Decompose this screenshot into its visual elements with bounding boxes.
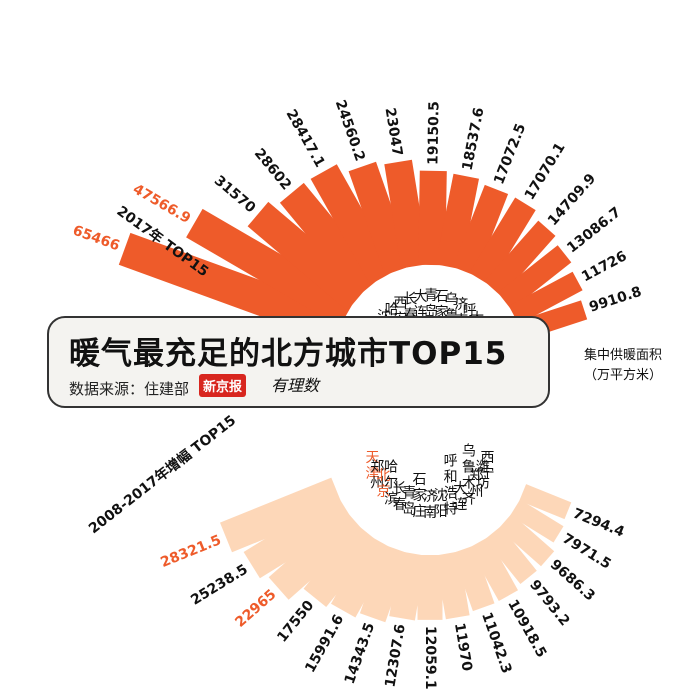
bar-0-9 (452, 184, 509, 276)
category-label-1-7: 济南 (423, 489, 437, 521)
value-label-0-10: 17070.1 (522, 140, 569, 203)
value-label-0-6: 23047 (382, 107, 406, 158)
bar-1-2 (268, 509, 365, 600)
category-label-1-3: 哈尔滨 (384, 459, 398, 507)
value-label-0-11: 14709.9 (545, 171, 599, 229)
category-label-1-0: 天津 (366, 450, 380, 482)
value-label-1-4: 15991.6 (302, 612, 347, 675)
category-label-1-2: 北京 (377, 468, 391, 500)
category-label-1-4: 长春 (393, 481, 407, 513)
bar-0-12 (497, 245, 572, 310)
bar-1-3 (303, 523, 379, 607)
publisher-logo: 新京报 (199, 374, 247, 397)
value-label-0-0: 65466 (70, 223, 121, 255)
bar-0-11 (484, 220, 556, 297)
value-label-1-1: 25238.5 (188, 561, 251, 608)
category-label-1-12: 郑州 (470, 468, 484, 500)
bar-0-10 (469, 197, 536, 286)
value-label-0-9: 17072.5 (491, 121, 529, 186)
unit-line-1: 集中供暖面积 (583, 348, 662, 363)
category-label-1-9: 呼和浩特 (444, 454, 458, 518)
value-label-0-4: 28417.1 (283, 107, 328, 170)
value-label-0-14: 9910.8 (587, 284, 643, 316)
category-label-1-14: 西宁 (481, 450, 495, 482)
category-label-1-5: 青岛 (402, 486, 416, 518)
value-label-0-7: 19150.5 (425, 101, 442, 165)
value-label-1-5: 14343.5 (342, 621, 378, 686)
value-label-1-9: 11042.3 (478, 610, 514, 675)
value-label-1-7: 12059.1 (422, 626, 438, 690)
bar-0-2 (247, 201, 368, 311)
bar-0-0 (118, 232, 347, 344)
value-label-1-14: 7294.4 (571, 506, 627, 541)
bar-1-1 (243, 494, 354, 579)
bar-1-9 (452, 545, 495, 612)
unit-label: 集中供暖面积 （万平方米） (568, 346, 678, 386)
value-label-1-0: 28321.5 (158, 532, 223, 571)
category-label-1-10: 大连 (453, 481, 467, 513)
bar-1-11 (484, 526, 537, 584)
bar-1-4 (331, 535, 394, 618)
value-label-1-8: 11970 (451, 622, 475, 673)
bar-1-13 (510, 499, 564, 543)
title-panel: 暖气最充足的北方城市TOP15 数据来源：住建部 新京报 有理数 (47, 316, 550, 408)
category-label-1-1: 郑州 (370, 460, 384, 492)
fan-title-bottom: 2008-2017年增幅 TOP15 (85, 412, 239, 537)
data-source: 数据来源：住建部 (69, 380, 190, 398)
bar-0-3 (279, 182, 382, 297)
bar-1-6 (389, 551, 426, 621)
category-label-1-8: 沈阳 (434, 488, 448, 520)
bar-1-10 (469, 537, 518, 601)
bar-0-8 (435, 173, 479, 270)
bar-1-14 (519, 484, 572, 520)
bar-1-0 (220, 477, 344, 553)
bar-0-4 (310, 164, 397, 285)
value-label-1-2: 22965 (232, 586, 279, 630)
bar-1-12 (498, 513, 555, 567)
value-label-1-3: 17550 (274, 597, 317, 645)
unit-line-2: （万平方米） (583, 368, 662, 383)
bar-0-1 (186, 208, 357, 327)
category-label-1-11: 乌鲁木齐 (462, 443, 476, 507)
growth-fan: 28321.5 天津 25238.5 郑州 22965 北京 17550 哈尔滨 15991.6… (85, 412, 626, 690)
value-label-0-13: 11726 (579, 248, 630, 285)
bar-1-7 (417, 555, 443, 620)
value-label-0-12: 13086.7 (564, 204, 624, 256)
value-label-0-2: 31570 (211, 173, 259, 217)
bar-0-7 (418, 170, 447, 266)
value-label-0-5: 24560.2 (332, 98, 368, 163)
category-label-1-13: 潍坊 (476, 460, 490, 492)
chart-title: 暖气最充足的北方城市TOP15 (69, 336, 508, 372)
bar-0-6 (384, 159, 429, 269)
value-label-0-3: 28602 (251, 146, 294, 194)
column-logo: 有理数 (271, 376, 320, 395)
value-label-1-6: 12307.6 (382, 623, 409, 689)
value-label-0-8: 18537.6 (460, 106, 488, 172)
category-label-1-6: 石家庄 (413, 472, 427, 520)
bar-0-5 (348, 161, 413, 276)
bar-0-13 (508, 271, 583, 325)
bar-1-5 (359, 544, 410, 623)
